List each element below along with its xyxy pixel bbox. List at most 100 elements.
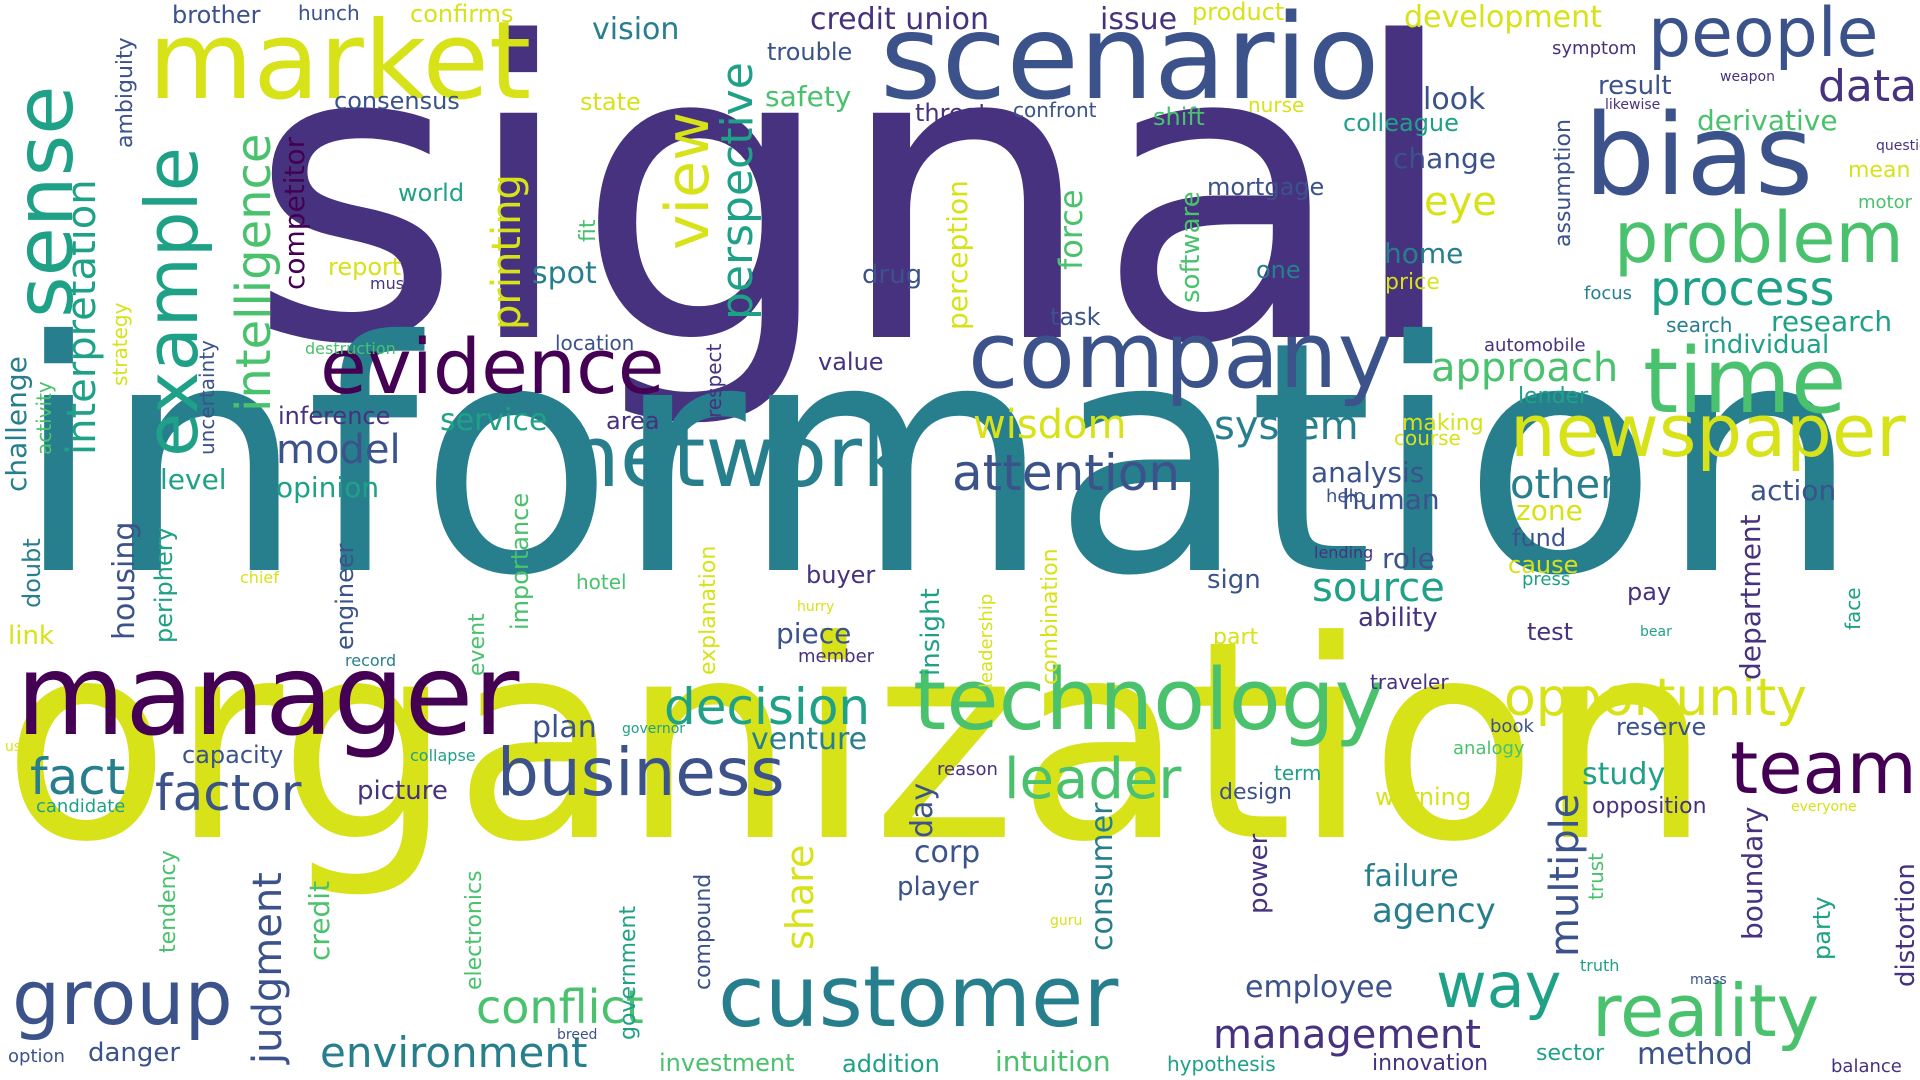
word-addition: addition xyxy=(842,1050,940,1078)
word-price: price xyxy=(1385,270,1440,295)
word-value: value xyxy=(818,348,884,376)
word-conflict: conflict xyxy=(476,980,644,1034)
word-trouble: trouble xyxy=(767,38,853,66)
word-department: department xyxy=(1734,514,1767,680)
word-attention: attention xyxy=(952,444,1181,502)
word-candidate: candidate xyxy=(36,796,126,817)
word-investment: investment xyxy=(659,1049,795,1077)
word-corp: corp xyxy=(914,835,981,870)
word-method: method xyxy=(1637,1037,1753,1072)
word-company: company xyxy=(968,302,1393,409)
word-reality: reality xyxy=(1592,969,1820,1053)
word-way: way xyxy=(1436,949,1562,1022)
word-reserve: reserve xyxy=(1616,713,1707,741)
word-source: source xyxy=(1312,565,1445,611)
word-decision: decision xyxy=(664,678,871,736)
word-management: management xyxy=(1213,1012,1481,1058)
word-report: report xyxy=(328,253,402,281)
word-factor: factor xyxy=(155,764,302,822)
word-level: level xyxy=(160,463,227,496)
word-multiple: multiple xyxy=(1542,793,1588,957)
word-manager: manager xyxy=(16,631,520,761)
word-opposition: opposition xyxy=(1592,794,1707,819)
word-location: location xyxy=(555,331,635,355)
word-competitor: competitor xyxy=(278,136,311,290)
word-combination: combination xyxy=(1038,548,1063,685)
word-world: world xyxy=(398,179,465,207)
word-government: government xyxy=(616,905,641,1040)
word-pay: pay xyxy=(1627,578,1672,606)
word-credit-union: credit union xyxy=(810,2,990,37)
word-wisdom: wisdom xyxy=(973,402,1127,448)
word-human: human xyxy=(1342,483,1440,516)
word-change: change xyxy=(1393,142,1497,175)
word-others: others xyxy=(1510,462,1638,508)
word-system: system xyxy=(1214,403,1359,449)
word-symptom: symptom xyxy=(1552,38,1637,59)
word-interpretation: interpretation xyxy=(59,179,105,455)
word-respect: respect xyxy=(702,343,726,418)
word-opportunity: opportunity xyxy=(1504,668,1807,728)
word-home: home xyxy=(1384,237,1464,270)
word-likewise: likewise xyxy=(1605,97,1661,113)
word-people: people xyxy=(1648,0,1879,73)
word-ambiguity: ambiguity xyxy=(113,37,138,148)
word-distortion: distortion xyxy=(1891,863,1920,987)
word-electronics: electronics xyxy=(462,870,487,990)
word-sign: sign xyxy=(1207,565,1261,595)
word-lending: lending xyxy=(1314,543,1374,562)
word-hotel: hotel xyxy=(576,570,627,594)
word-plan: plan xyxy=(532,710,597,745)
word-book: book xyxy=(1490,716,1534,737)
word-shift: shift xyxy=(1153,103,1205,131)
word-information: information xyxy=(14,274,1861,646)
word-hypothesis: hypothesis xyxy=(1167,1052,1276,1076)
word-credit: credit xyxy=(303,880,336,961)
word-intelligence: intelligence xyxy=(226,133,282,412)
word-safety: safety xyxy=(765,80,852,113)
word-process: process xyxy=(1650,261,1835,317)
word-link: link xyxy=(8,621,54,651)
word-insight: insight xyxy=(916,588,946,676)
word-search: search xyxy=(1666,313,1733,337)
word-design: design xyxy=(1219,780,1292,805)
word-trust: trust xyxy=(1584,852,1608,900)
word-perception: perception xyxy=(941,180,974,330)
word-problem: problem xyxy=(1614,197,1904,279)
word-periphery: periphery xyxy=(150,527,178,643)
word-threat: threat xyxy=(915,99,988,127)
word-nurse: nurse xyxy=(1248,93,1305,117)
word-action: action xyxy=(1750,474,1837,507)
word-role: role xyxy=(1382,542,1436,575)
word-opinion: opinion xyxy=(276,471,380,504)
word-consensus: consensus xyxy=(334,87,460,115)
word-destruction: destruction xyxy=(305,339,396,358)
word-weapon: weapon xyxy=(1720,69,1775,85)
word-printing: printing xyxy=(484,174,530,330)
word-bear: bear xyxy=(1640,624,1672,640)
word-inference: inference xyxy=(278,402,391,430)
word-option: option xyxy=(8,1046,65,1067)
word-signal: signal xyxy=(248,0,1461,434)
word-importance: importance xyxy=(506,492,534,630)
word-approach: approach xyxy=(1431,345,1619,391)
word-term: term xyxy=(1274,761,1322,785)
word-service: service xyxy=(440,403,548,438)
word-analogy: analogy xyxy=(1453,738,1525,759)
word-force: force xyxy=(1052,189,1090,270)
word-explanation: explanation xyxy=(696,545,721,675)
word-evidence: evidence xyxy=(320,322,665,411)
word-member: member xyxy=(798,646,875,667)
word-judgment: judgment xyxy=(245,872,291,1064)
word-eye: eye xyxy=(1424,179,1497,225)
word-danger: danger xyxy=(88,1038,181,1068)
word-reason: reason xyxy=(937,759,998,780)
word-team: team xyxy=(1730,726,1917,810)
word-analysis: analysis xyxy=(1311,456,1425,489)
word-scenario: scenario xyxy=(880,0,1380,126)
word-making: making xyxy=(1402,411,1484,436)
word-development: development xyxy=(1404,0,1602,35)
word-capacity: capacity xyxy=(182,741,284,769)
word-individual: individual xyxy=(1703,330,1830,360)
word-share: share xyxy=(778,844,822,950)
